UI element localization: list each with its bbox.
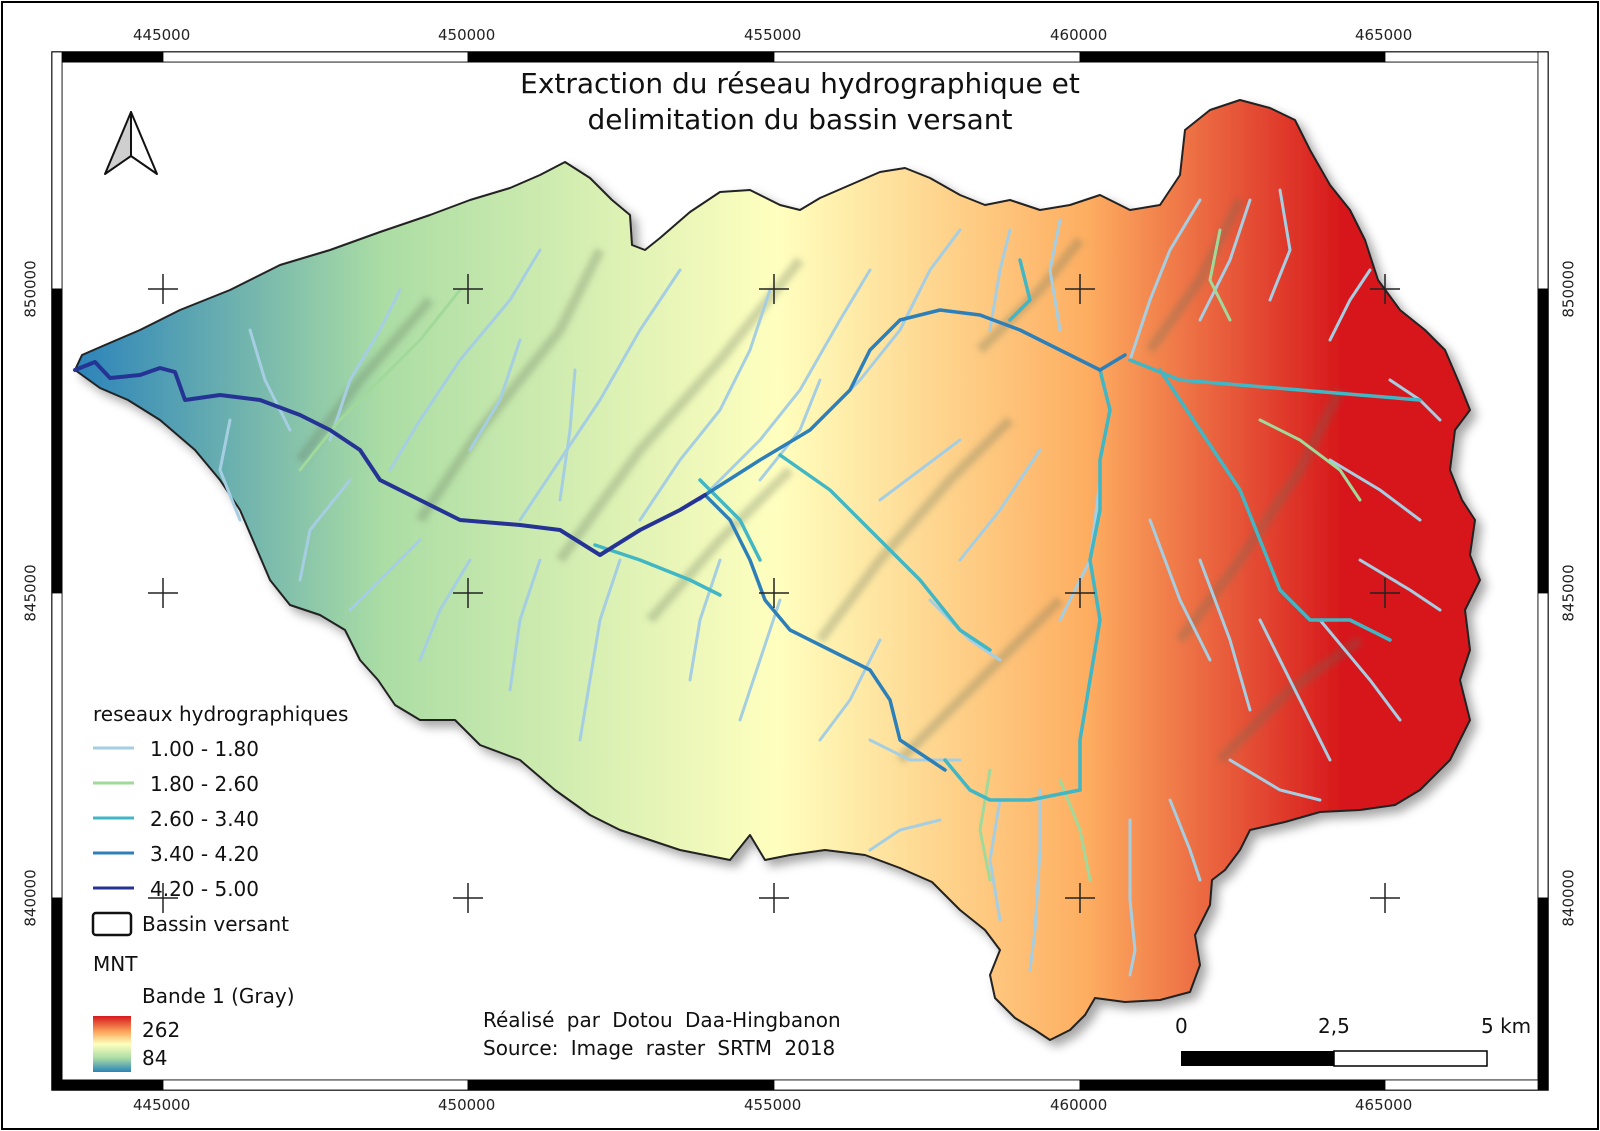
grid-cross [148, 883, 178, 913]
map-title-line-1: Extraction du réseau hydrographique et [520, 67, 1080, 100]
map-neatline [51, 51, 1549, 1091]
scale-label-0: 0 [1175, 1014, 1188, 1038]
grid-cross [759, 883, 789, 913]
grid-cross [453, 274, 483, 304]
grid-cross [148, 274, 178, 304]
grid-cross [1370, 274, 1400, 304]
neatline-tick-bottom [773, 1079, 1081, 1091]
neatline-tick-left [51, 897, 63, 1091]
neatline-tick-top [162, 51, 469, 63]
legend-dem-title: MNT [93, 952, 138, 976]
map-title: Extraction du réseau hydrographique et d… [0, 66, 1600, 138]
grid-label-x-bottom: 450000 [438, 1096, 496, 1114]
legend-dem-max: 262 [142, 1018, 181, 1042]
legend-class-3-label: 2.60 - 3.40 [150, 807, 259, 831]
neatline-tick-top [1384, 51, 1549, 63]
legend-dem-band: Bande 1 (Gray) [142, 984, 295, 1008]
neatline-tick-top [773, 51, 1081, 63]
neatline-tick-bottom [1384, 1079, 1549, 1091]
scale-bar [1181, 1050, 1488, 1067]
legend-dem-min: 84 [142, 1046, 168, 1070]
watershed-basin [74, 99, 1481, 1041]
neatline-tick-left [51, 592, 63, 899]
grid-crosses [148, 274, 1400, 913]
north-arrow-icon [104, 111, 158, 175]
legend-network-title: reseaux hydrographiques [93, 702, 349, 726]
grid-label-x-bottom: 465000 [1355, 1096, 1413, 1114]
grid-cross [759, 578, 789, 608]
grid-label-y-left: 840000 [21, 869, 40, 927]
scale-label-mid: 2,5 [1318, 1014, 1350, 1038]
neatline-tick-top [51, 51, 164, 63]
grid-cross [453, 578, 483, 608]
credit-source: Source: Image raster SRTM 2018 [483, 1036, 836, 1060]
neatline-tick-bottom [467, 1079, 775, 1091]
neatline-tick-top [467, 51, 775, 63]
neatline-tick-right [1537, 897, 1549, 1091]
stream-class-4 [703, 308, 1127, 772]
grid-cross [148, 578, 178, 608]
legend-basin-label: Bassin versant [142, 912, 289, 936]
legend-class-2-label: 1.80 - 2.60 [150, 772, 259, 796]
grid-cross [1370, 578, 1400, 608]
neatline-tick-left [51, 288, 63, 594]
neatline-tick-bottom [51, 1079, 164, 1091]
map-title-line-2: delimitation du bassin versant [587, 103, 1013, 136]
hillshade [296, 197, 1363, 764]
stream-class-2 [298, 228, 1362, 882]
grid-label-y-left: 845000 [21, 564, 40, 622]
legend-dem-ramp [93, 1016, 131, 1072]
grid-label-x-top: 450000 [438, 26, 496, 44]
grid-label-x-top: 445000 [133, 26, 191, 44]
grid-label-x-top: 455000 [744, 26, 802, 44]
grid-label-x-bottom: 445000 [133, 1096, 191, 1114]
grid-label-x-bottom: 455000 [744, 1096, 802, 1114]
neatline-tick-bottom [162, 1079, 469, 1091]
grid-label-y-right: 845000 [1559, 564, 1578, 622]
grid-label-y-right: 840000 [1559, 869, 1578, 927]
legend-class-4-label: 3.40 - 4.20 [150, 842, 259, 866]
legend-class-5-label: 4.20 - 5.00 [150, 877, 259, 901]
stream-class-5 [73, 360, 707, 557]
legend-line-symbols [93, 746, 134, 890]
neatline-tick-bottom [1079, 1079, 1386, 1091]
grid-cross [453, 883, 483, 913]
neatline-tick-top [1079, 51, 1386, 63]
grid-label-x-top: 460000 [1050, 26, 1108, 44]
grid-cross [1370, 883, 1400, 913]
grid-cross [1065, 274, 1095, 304]
stream-class-3 [593, 258, 1422, 802]
scale-label-end: 5 km [1481, 1014, 1532, 1038]
grid-cross [1065, 578, 1095, 608]
grid-label-x-bottom: 460000 [1050, 1096, 1108, 1114]
legend-class-1-label: 1.00 - 1.80 [150, 737, 259, 761]
neatline-tick-right [1537, 592, 1549, 899]
grid-cross [1065, 883, 1095, 913]
neatline-tick-right [1537, 288, 1549, 594]
credit-author: Réalisé par Dotou Daa-Hingbanon [483, 1008, 841, 1032]
grid-label-y-left: 850000 [21, 260, 40, 318]
grid-cross [759, 274, 789, 304]
grid-label-y-right: 850000 [1559, 260, 1578, 318]
grid-label-x-top: 465000 [1355, 26, 1413, 44]
legend-basin-symbol [91, 911, 133, 937]
stream-class-1 [218, 188, 1442, 977]
